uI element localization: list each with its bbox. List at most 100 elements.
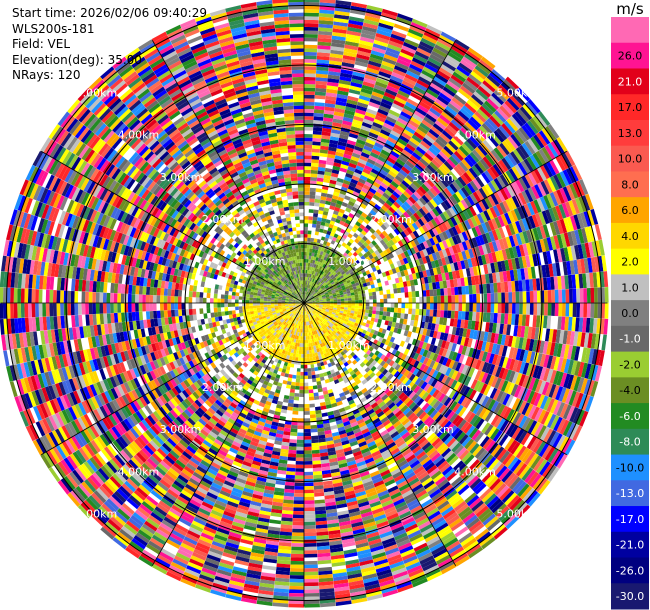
range-gate-cell — [414, 82, 428, 92]
range-gate-cell — [472, 113, 484, 126]
range-gate-cell — [332, 118, 343, 124]
range-gate-cell — [364, 74, 377, 82]
range-gate-cell — [380, 149, 391, 157]
range-gate-cell — [401, 149, 412, 158]
range-gate-cell — [287, 402, 294, 408]
range-gate-cell — [383, 162, 393, 171]
range-gate-cell — [335, 269, 340, 274]
range-gate-cell — [469, 116, 482, 128]
range-gate-cell — [304, 69, 317, 74]
range-gate-cell — [345, 207, 352, 213]
range-gate-cell — [297, 425, 304, 430]
range-gate-cell — [354, 212, 361, 219]
range-gate-cell — [314, 249, 319, 254]
range-gate-cell — [318, 210, 324, 215]
range-gate-cell — [387, 196, 396, 204]
range-gate-cell — [406, 98, 419, 108]
range-gate-cell — [535, 150, 547, 165]
range-gate-cell — [320, 142, 330, 147]
range-gate-cell — [325, 286, 330, 290]
range-gate-cell — [317, 41, 332, 47]
range-gate-cell — [304, 525, 316, 530]
range-gate-cell — [316, 291, 320, 295]
range-gate-cell — [309, 277, 313, 282]
range-gate-cell — [336, 215, 343, 221]
range-gate-cell — [463, 184, 473, 196]
range-gate-cell — [379, 290, 384, 295]
range-gate-cell — [477, 85, 491, 98]
range-gate-cell — [526, 291, 531, 303]
range-gate-cell — [364, 15, 380, 23]
range-gate-cell — [417, 76, 432, 86]
range-gate-cell — [487, 293, 491, 303]
range-gate-cell — [287, 377, 293, 382]
range-gate-cell — [365, 111, 376, 119]
range-gate-cell — [375, 287, 380, 292]
range-gate-cell — [363, 77, 376, 85]
range-gate-cell — [295, 471, 304, 476]
range-gate-cell — [318, 287, 322, 292]
range-gate-cell — [352, 191, 360, 197]
range-gate-cell — [311, 159, 319, 164]
range-gate-cell — [292, 518, 304, 522]
range-gate-cell — [388, 170, 397, 178]
range-gate-cell — [474, 162, 484, 175]
range-gate-cell — [393, 288, 398, 294]
range-gate-cell — [309, 403, 315, 408]
range-gate-cell — [388, 153, 398, 162]
range-gate-cell — [351, 305, 356, 309]
range-gate-cell — [503, 79, 517, 93]
range-gate-cell — [311, 374, 316, 379]
range-gate-cell — [388, 245, 395, 253]
range-gate-cell — [312, 471, 323, 476]
range-gate-cell — [376, 111, 388, 120]
range-gate-cell — [290, 568, 304, 572]
range-gate-cell — [400, 238, 408, 246]
range-gate-cell — [483, 303, 488, 313]
range-gate-cell — [291, 550, 304, 555]
range-gate-cell — [340, 270, 346, 275]
range-gate-cell — [305, 280, 307, 285]
range-gate-cell — [431, 79, 445, 90]
range-gate-cell — [472, 178, 482, 190]
range-gate-cell — [306, 291, 308, 296]
range-gate-cell — [318, 163, 326, 168]
range-gate-cell — [391, 30, 407, 39]
range-gate-cell — [440, 63, 455, 75]
range-gate-cell — [333, 162, 342, 168]
range-gate-cell — [327, 258, 332, 264]
range-gate-cell — [310, 364, 315, 369]
range-gate-cell — [414, 177, 424, 186]
range-gate-cell — [317, 34, 332, 40]
range-gate-cell — [385, 116, 397, 124]
range-gate-cell — [427, 201, 435, 210]
range-gate-cell — [309, 187, 316, 192]
range-gate-cell — [322, 211, 329, 216]
range-gate-cell — [471, 133, 483, 145]
range-gate-cell — [472, 191, 482, 203]
range-gate-cell — [305, 336, 308, 340]
range-gate-cell — [379, 232, 386, 240]
range-gate-cell — [417, 125, 429, 135]
range-gate-cell — [328, 278, 333, 283]
range-gate-cell — [312, 385, 318, 390]
range-gate-cell — [507, 153, 518, 167]
range-gate-cell — [368, 131, 379, 139]
range-gate-cell — [304, 73, 316, 78]
range-gate-cell — [433, 289, 438, 297]
range-gate-cell — [299, 343, 302, 347]
range-gate-cell — [425, 27, 441, 38]
range-gate-cell — [324, 167, 333, 173]
range-gate-cell — [527, 99, 541, 114]
range-gate-cell — [330, 42, 345, 48]
range-gate-cell — [308, 284, 311, 289]
range-gate-cell — [377, 108, 389, 116]
range-gate-cell — [310, 166, 319, 171]
range-gate-cell — [536, 290, 541, 303]
range-gate-cell — [430, 337, 437, 346]
range-gate-cell — [337, 266, 342, 272]
range-gate-cell — [351, 307, 355, 311]
range-gate-cell — [304, 98, 315, 103]
range-gate-cell — [353, 187, 362, 194]
range-gate-cell — [363, 315, 369, 320]
